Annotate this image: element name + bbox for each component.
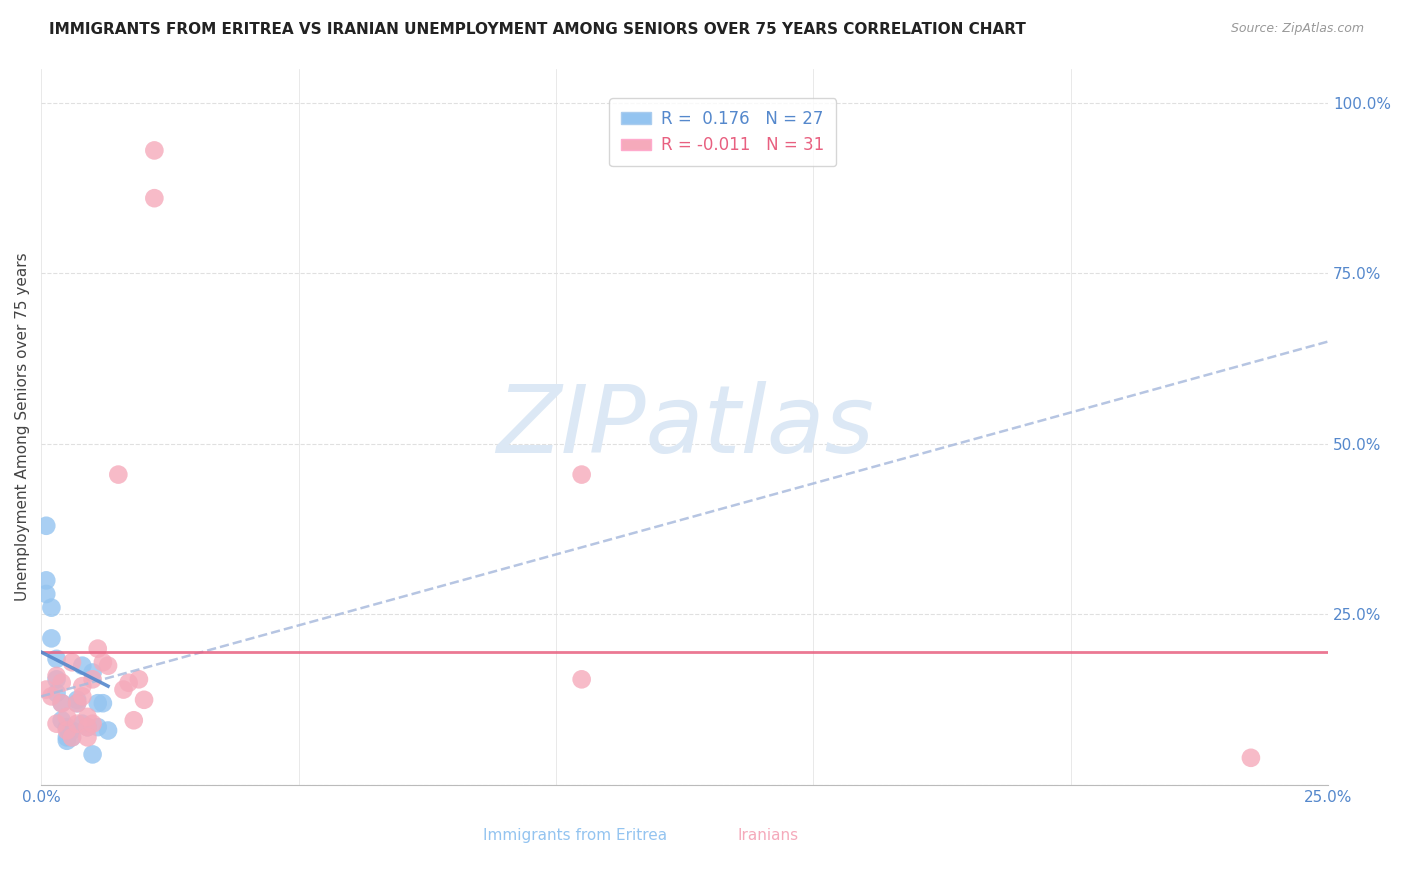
Point: [76, 720, 98, 734]
Point: [56, 720, 79, 734]
Point: [72, 690, 94, 704]
Point: [76, 720, 98, 734]
Point: [91, 655, 114, 669]
Point: [107, 467, 129, 482]
Point: [45, 652, 67, 666]
Point: [97, 723, 120, 738]
Point: [97, 658, 120, 673]
Point: [82, 673, 104, 687]
Point: [41, 690, 63, 704]
Point: [112, 682, 135, 697]
Point: [91, 696, 114, 710]
Point: [76, 710, 98, 724]
Point: [76, 731, 98, 745]
Point: [45, 716, 67, 731]
Point: [45, 673, 67, 687]
Point: [72, 716, 94, 731]
Point: [35, 587, 58, 601]
Point: [60, 731, 83, 745]
Point: [41, 632, 63, 646]
Point: [72, 679, 94, 693]
Point: [60, 723, 83, 738]
Point: [60, 731, 83, 745]
Text: ZIPatlas: ZIPatlas: [496, 381, 873, 473]
Point: [66, 716, 89, 731]
Point: [66, 693, 89, 707]
Point: [571, 673, 593, 687]
Text: IMMIGRANTS FROM ERITREA VS IRANIAN UNEMPLOYMENT AMONG SENIORS OVER 75 YEARS CORR: IMMIGRANTS FROM ERITREA VS IRANIAN UNEMP…: [49, 22, 1026, 37]
Point: [56, 731, 79, 745]
Point: [132, 693, 155, 707]
Point: [87, 641, 110, 656]
Point: [82, 747, 104, 762]
Text: Iranians: Iranians: [738, 828, 799, 843]
Point: [51, 675, 73, 690]
Point: [56, 723, 79, 738]
Point: [41, 600, 63, 615]
Text: Immigrants from Eritrea: Immigrants from Eritrea: [484, 828, 668, 843]
Point: [82, 716, 104, 731]
Point: [45, 686, 67, 700]
Point: [66, 696, 89, 710]
Point: [56, 710, 79, 724]
Point: [143, 191, 166, 205]
Point: [51, 696, 73, 710]
Point: [60, 655, 83, 669]
Point: [35, 574, 58, 588]
Point: [51, 713, 73, 727]
Point: [87, 696, 110, 710]
Point: [143, 144, 166, 158]
Point: [117, 675, 139, 690]
Point: [122, 713, 145, 727]
Point: [72, 658, 94, 673]
Point: [571, 467, 593, 482]
Point: [82, 665, 104, 680]
Legend: R =  0.176   N = 27, R = -0.011   N = 31: R = 0.176 N = 27, R = -0.011 N = 31: [609, 98, 837, 166]
Point: [1240, 751, 1263, 765]
Point: [51, 696, 73, 710]
Point: [66, 696, 89, 710]
Point: [56, 733, 79, 747]
Point: [87, 720, 110, 734]
Point: [45, 669, 67, 683]
Point: [76, 720, 98, 734]
Point: [35, 518, 58, 533]
Text: Source: ZipAtlas.com: Source: ZipAtlas.com: [1230, 22, 1364, 36]
Y-axis label: Unemployment Among Seniors over 75 years: Unemployment Among Seniors over 75 years: [15, 252, 30, 601]
Point: [128, 673, 150, 687]
Point: [35, 682, 58, 697]
